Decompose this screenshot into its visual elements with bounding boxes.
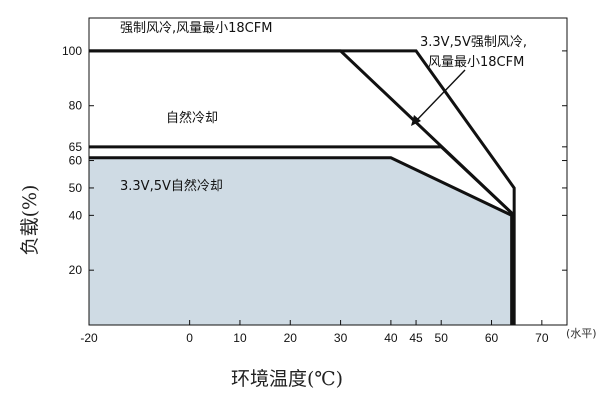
x-tick-label: 70 bbox=[535, 331, 549, 345]
shaded-region bbox=[89, 157, 512, 325]
annotation-3v3-5v-forced-air-line1: 3.3V,5V强制风冷, bbox=[420, 35, 527, 50]
annotation-forced-air: 强制风冷,风量最小18CFM bbox=[120, 21, 272, 36]
series-line-2 bbox=[89, 49, 516, 325]
x-tick-label: 45 bbox=[409, 331, 423, 345]
y-tick-label: 50 bbox=[69, 181, 83, 195]
x-tick-label: 60 bbox=[485, 331, 499, 345]
y-axis-title: 负载(%) bbox=[19, 185, 41, 256]
y-tick-label: 60 bbox=[69, 154, 83, 168]
x-tick-label: 50 bbox=[435, 331, 449, 345]
plot-frame bbox=[88, 17, 568, 326]
shaded-area-layer bbox=[89, 157, 512, 325]
y-tick-label: 65 bbox=[69, 140, 83, 154]
series-line-4 bbox=[89, 156, 514, 325]
series-layer bbox=[89, 49, 516, 325]
annotation-3v3-5v-natural-cooling: 3.3V,5V自然冷却 bbox=[120, 178, 223, 194]
x-tick-label: 40 bbox=[384, 331, 398, 345]
x-tick-label: -20 bbox=[80, 331, 98, 345]
x-axis-title: 环境温度(℃) bbox=[231, 368, 343, 390]
y-tick-label: 20 bbox=[69, 263, 83, 277]
text-layer: 强制风冷,风量最小18CFM 3.3V,5V强制风冷, 风量最小18CFM 自然… bbox=[19, 21, 597, 390]
annotation-arrowhead bbox=[411, 115, 421, 126]
x-tick-label: 0 bbox=[186, 331, 193, 345]
annotation-leader-line bbox=[414, 69, 466, 123]
x-tick-label: 30 bbox=[334, 331, 348, 345]
x-unit-note: (水平) bbox=[566, 327, 597, 340]
annotation-natural-cooling: 自然冷却 bbox=[166, 110, 218, 126]
y-tick-label: 40 bbox=[69, 208, 83, 222]
y-tick-label: 100 bbox=[62, 44, 82, 58]
annotation-3v3-5v-forced-air-line2: 风量最小18CFM bbox=[428, 55, 524, 70]
y-tick-label: 80 bbox=[69, 99, 83, 113]
series-line-3 bbox=[89, 145, 516, 217]
x-tick-label: 10 bbox=[233, 331, 247, 345]
x-tick-label: 20 bbox=[284, 331, 298, 345]
